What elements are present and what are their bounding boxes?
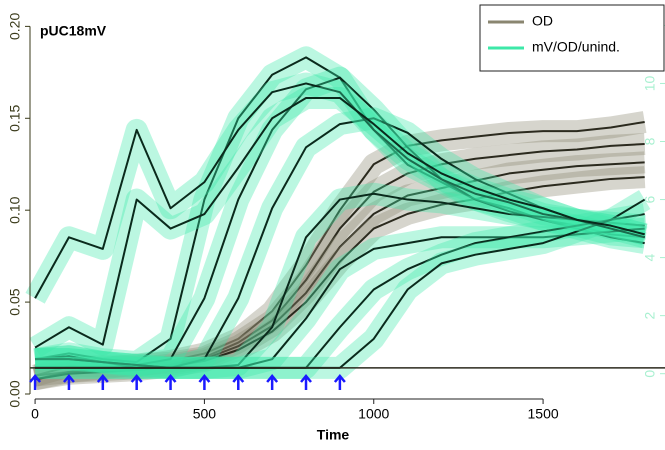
induction-arrow [29, 374, 42, 390]
y2-tick-label: 6 [642, 195, 658, 203]
induction-arrow [198, 374, 211, 390]
y-tick-label: 0.05 [7, 288, 23, 315]
induction-arrow [300, 374, 312, 390]
series-line [34, 82, 645, 299]
y2-tick-label: 10 [642, 75, 658, 91]
plot-area [25, 46, 651, 391]
series-line [34, 176, 645, 381]
y2-tick-label: 8 [642, 137, 658, 145]
y-tick-label: 0.10 [7, 196, 23, 223]
induction-arrow [333, 374, 346, 390]
x-tick-label: 1000 [358, 406, 389, 422]
series-line [34, 120, 645, 377]
x-tick-label: 1500 [528, 406, 559, 422]
legend-label: OD [532, 13, 553, 29]
induction-arrow [130, 374, 143, 390]
chart-title: pUC18mV [40, 23, 107, 39]
induction-arrow [62, 374, 75, 390]
y2-tick-label: 2 [642, 312, 658, 320]
induction-arrow [96, 374, 109, 390]
induction-arrow [164, 374, 177, 390]
y-tick-label: 0.00 [7, 380, 23, 407]
legend-box [479, 4, 665, 72]
x-tick-label: 500 [193, 406, 217, 422]
legend-label: mV/OD/unind. [532, 39, 620, 55]
y2-tick-label: 0 [642, 370, 658, 378]
y-tick-label: 0.20 [7, 13, 23, 40]
series-line [34, 96, 645, 349]
y2-tick-label: 4 [642, 253, 658, 261]
series-line [35, 227, 645, 369]
induction-arrow [266, 374, 279, 390]
x-tick-label: 0 [31, 406, 39, 422]
x-axis-label: Time [317, 427, 350, 443]
induction-arrow [232, 374, 245, 390]
y-tick-label: 0.15 [7, 104, 23, 131]
